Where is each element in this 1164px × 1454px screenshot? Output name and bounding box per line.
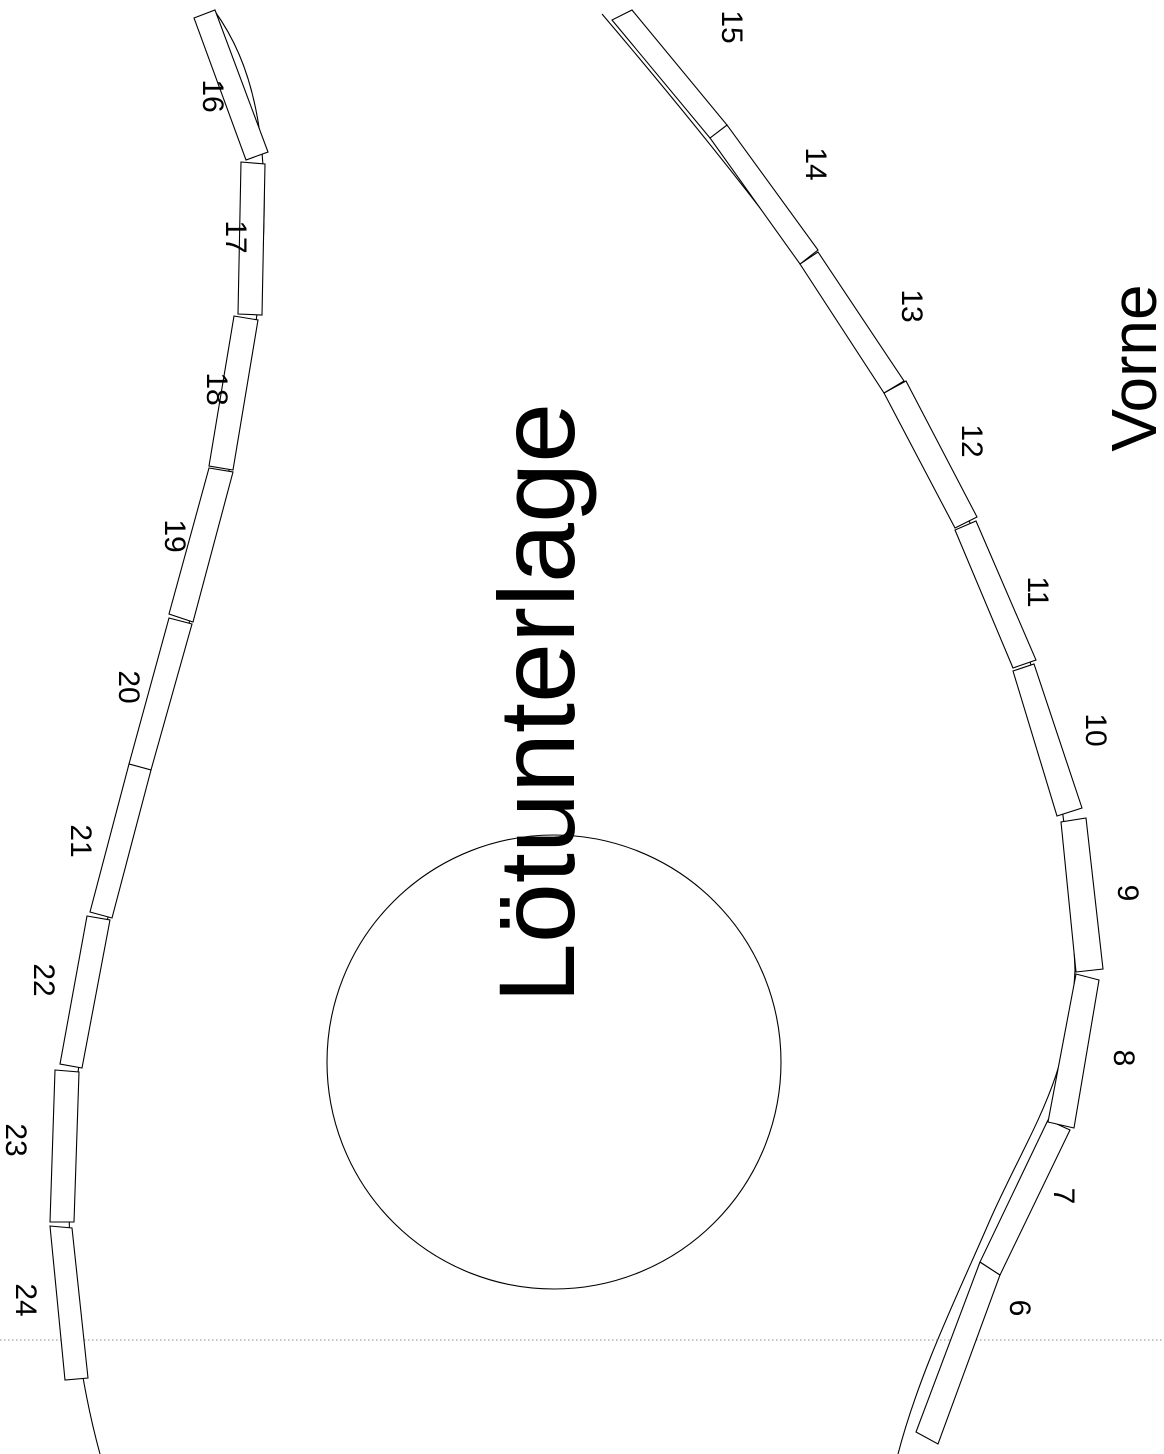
segment-22 bbox=[59, 915, 111, 1069]
drawing-title: Lötunterlage bbox=[476, 403, 597, 1004]
segment-label-15: 15 bbox=[715, 10, 748, 43]
segment-7 bbox=[979, 1119, 1071, 1276]
segment-21 bbox=[89, 763, 152, 919]
segment-label-23: 23 bbox=[0, 1123, 32, 1156]
segment-label-20: 20 bbox=[112, 670, 145, 703]
segment-14 bbox=[709, 124, 819, 265]
segment-label-8: 8 bbox=[1107, 1050, 1140, 1067]
segment-19 bbox=[168, 467, 234, 623]
segment-label-24: 24 bbox=[9, 1283, 42, 1316]
segment-label-7: 7 bbox=[1047, 1188, 1080, 1205]
segment-label-13: 13 bbox=[895, 289, 928, 322]
segment-label-22: 22 bbox=[27, 963, 60, 996]
segment-label-10: 10 bbox=[1079, 713, 1112, 746]
segment-label-21: 21 bbox=[64, 824, 97, 857]
segment-label-9: 9 bbox=[1111, 885, 1144, 902]
segment-10 bbox=[1012, 663, 1083, 817]
segment-17 bbox=[237, 161, 266, 316]
segment-23 bbox=[49, 1069, 80, 1223]
segment-6 bbox=[915, 1261, 1001, 1445]
labels-layer: 6 7 8 9 10 11 12 13 14 15 16 17 18 19 20… bbox=[0, 10, 1144, 1316]
segment-12 bbox=[883, 380, 978, 529]
segment-label-16: 16 bbox=[196, 79, 229, 112]
segment-label-18: 18 bbox=[200, 372, 233, 405]
segment-label-17: 17 bbox=[219, 220, 252, 253]
segment-label-14: 14 bbox=[799, 147, 832, 180]
segment-9 bbox=[1060, 817, 1104, 973]
center-circle bbox=[326, 834, 782, 1290]
segment-15 bbox=[611, 9, 728, 139]
segment-16 bbox=[193, 9, 269, 161]
segment-13 bbox=[799, 251, 905, 394]
segment-18 bbox=[208, 315, 259, 471]
segment-label-11: 11 bbox=[1021, 576, 1054, 607]
segments-layer bbox=[49, 9, 1104, 1445]
segment-8 bbox=[1047, 973, 1100, 1129]
segment-11 bbox=[954, 520, 1037, 669]
segment-label-6: 6 bbox=[1003, 1300, 1036, 1317]
segment-label-12: 12 bbox=[955, 424, 988, 457]
segment-24 bbox=[49, 1225, 89, 1381]
segment-label-19: 19 bbox=[158, 519, 191, 552]
front-label: Vorne bbox=[1098, 284, 1164, 451]
